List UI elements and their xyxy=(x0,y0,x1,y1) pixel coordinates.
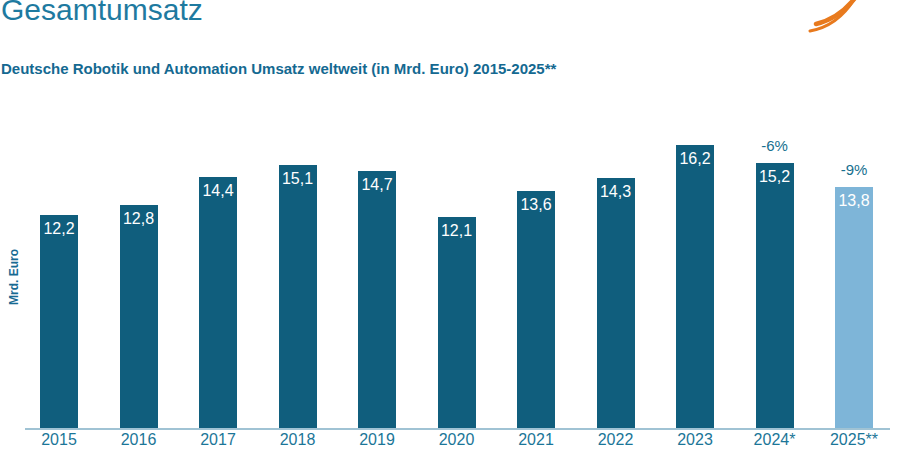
x-tick-label: 2019 xyxy=(342,432,412,448)
bar-2019 xyxy=(358,171,396,428)
bar-2017 xyxy=(199,177,237,428)
bar-value-label: 12,8 xyxy=(120,211,158,227)
bar-value-label: 16,2 xyxy=(676,151,714,167)
bar-value-label: 12,2 xyxy=(40,221,78,237)
bar-2024* xyxy=(756,163,794,428)
x-tick-label: 2018 xyxy=(263,432,333,448)
annotation-2025**: -9% xyxy=(819,162,889,177)
bar-value-label: 14,4 xyxy=(199,183,237,199)
bar-2018 xyxy=(279,165,317,428)
x-tick-label: 2023 xyxy=(660,432,730,448)
x-tick-label: 2015 xyxy=(24,432,94,448)
x-tick-label: 2017 xyxy=(183,432,253,448)
bar-2021 xyxy=(517,191,555,428)
slide: Gesamtumsatz Deutsche Robotik und Automa… xyxy=(0,0,900,450)
x-tick-label: 2022 xyxy=(581,432,651,448)
x-tick-label: 2016 xyxy=(104,432,174,448)
bar-value-label: 15,2 xyxy=(756,169,794,185)
bar-chart: 12,2 2015 12,8 2016 14,4 2017 15,1 2018 14,7 2019… xyxy=(0,0,900,450)
x-tick-label: 2021 xyxy=(501,432,571,448)
x-axis-line xyxy=(25,428,890,430)
bar-value-label: 15,1 xyxy=(279,171,317,187)
bar-value-label: 13,6 xyxy=(517,197,555,213)
annotation-2024*: -6% xyxy=(740,138,810,153)
x-tick-label: 2024* xyxy=(740,432,810,448)
bar-value-label: 14,3 xyxy=(597,184,635,200)
bar-value-label: 13,8 xyxy=(835,193,873,209)
bar-2023 xyxy=(676,145,714,428)
bar-2025** xyxy=(835,187,873,428)
bar-value-label: 12,1 xyxy=(438,223,476,239)
bar-2016 xyxy=(120,205,158,428)
x-tick-label: 2020 xyxy=(422,432,492,448)
bar-2020 xyxy=(438,217,476,428)
bar-2015 xyxy=(40,215,78,428)
bar-value-label: 14,7 xyxy=(358,177,396,193)
bar-2022 xyxy=(597,178,635,428)
x-tick-label: 2025** xyxy=(819,432,889,448)
